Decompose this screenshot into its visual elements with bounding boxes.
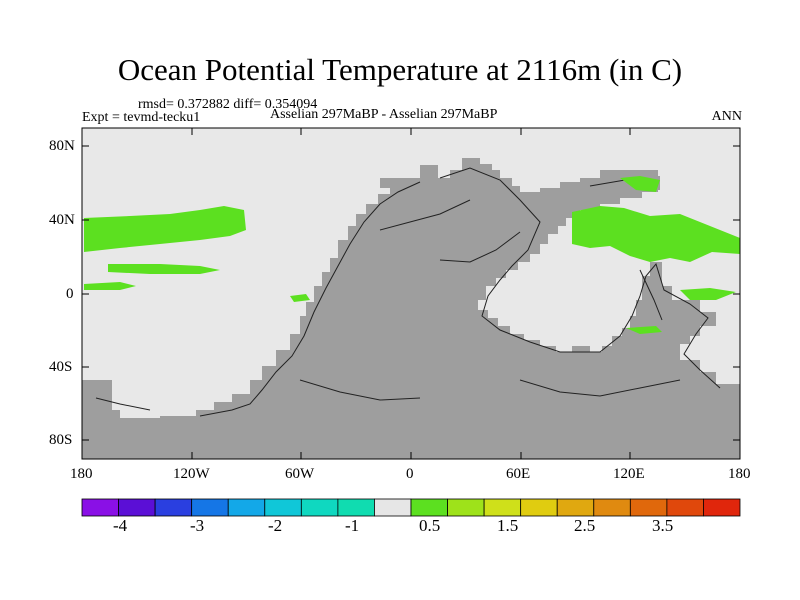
lat-tick-label: 0 [66,286,74,302]
lat-tick-label: 80N [49,138,75,154]
colorbar-swatch [593,498,631,517]
colorbar-swatch [154,498,193,517]
lon-tick-label: 120E [613,466,645,482]
colorbar-label: 0.5 [419,516,441,535]
lat-tick-label: 40N [49,212,75,228]
colorbar-label: -1 [345,516,360,535]
experiment-label: Expt = tevmd-tecku1 [82,110,201,125]
colorbar-swatch [264,498,302,517]
colorbar-swatch [81,498,119,517]
anomaly-patches [84,176,740,334]
land-fragment [380,178,440,188]
colorbar-swatch [337,498,375,517]
colorbar-swatch [191,498,229,517]
colorbar-swatch [483,498,522,517]
colorbar-swatch [300,498,339,517]
colorbar-swatch [227,498,266,517]
map-title: Ocean Potential Temperature at 2116m (in… [117,52,683,87]
lat-tick-label: 80S [49,432,73,448]
land-mass [82,158,740,459]
colorbar-swatch [447,498,485,517]
stats-text: rmsd= 0.372882 diff= 0.354094 [138,97,318,112]
lon-tick-label: 60W [285,466,315,482]
lat-tick-label: 40S [49,359,73,375]
colorbar-label: -3 [190,516,205,535]
colorbar-label: 2.5 [574,516,596,535]
colorbar-swatch [666,498,704,517]
map-subtitle: Asselian 297MaBP - Asselian 297MaBP [270,107,498,122]
colorbar-label: -4 [113,516,128,535]
land-fragment [82,380,112,420]
colorbar-swatch [374,498,412,517]
colorbar-swatch [118,498,156,517]
lon-tick-label: 60E [506,466,531,482]
colorbar-swatch [556,498,595,517]
colorbar [81,498,741,517]
colorbar-swatch [703,498,741,517]
lon-tick-label: 180 [70,466,93,482]
map-panel [81,127,741,460]
colorbar-swatch [520,498,558,517]
lon-tick-label: 0 [406,466,414,482]
season-label: ANN [711,109,742,124]
colorbar-swatch [410,498,448,517]
axis-ticks [81,128,741,459]
colorbar-swatch [629,498,668,517]
lon-tick-label: 180 [728,466,751,482]
colorbar-label: 3.5 [652,516,674,535]
colorbar-label: 1.5 [497,516,519,535]
lon-tick-label: 120W [173,466,210,482]
colorbar-label: -2 [268,516,283,535]
